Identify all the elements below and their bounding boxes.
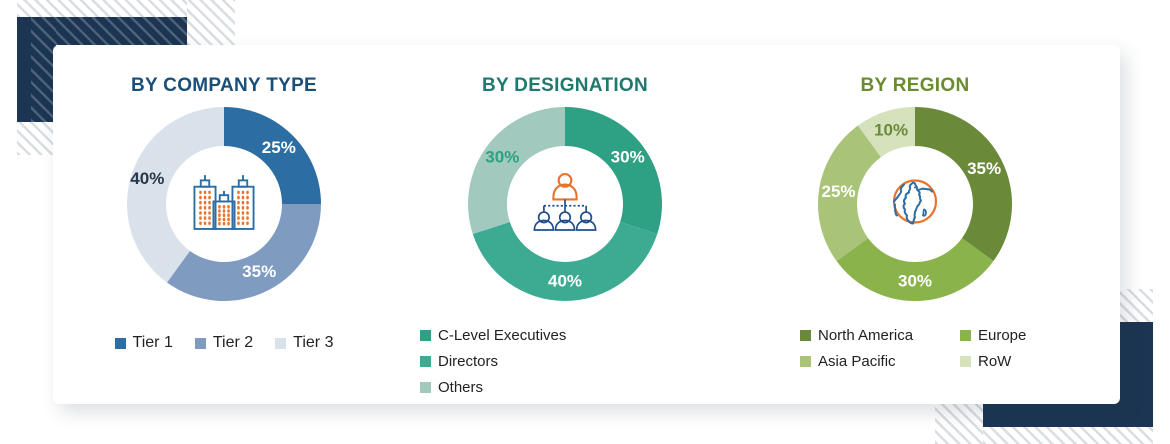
svg-text:25%: 25% — [262, 138, 296, 157]
svg-text:30%: 30% — [898, 272, 932, 291]
svg-text:40%: 40% — [130, 169, 164, 188]
svg-text:35%: 35% — [967, 159, 1001, 178]
svg-text:35%: 35% — [242, 262, 276, 281]
svg-text:40%: 40% — [548, 272, 582, 291]
svg-text:30%: 30% — [485, 147, 519, 166]
svg-text:25%: 25% — [821, 182, 855, 201]
svg-text:30%: 30% — [611, 147, 645, 166]
svg-text:10%: 10% — [874, 120, 908, 139]
